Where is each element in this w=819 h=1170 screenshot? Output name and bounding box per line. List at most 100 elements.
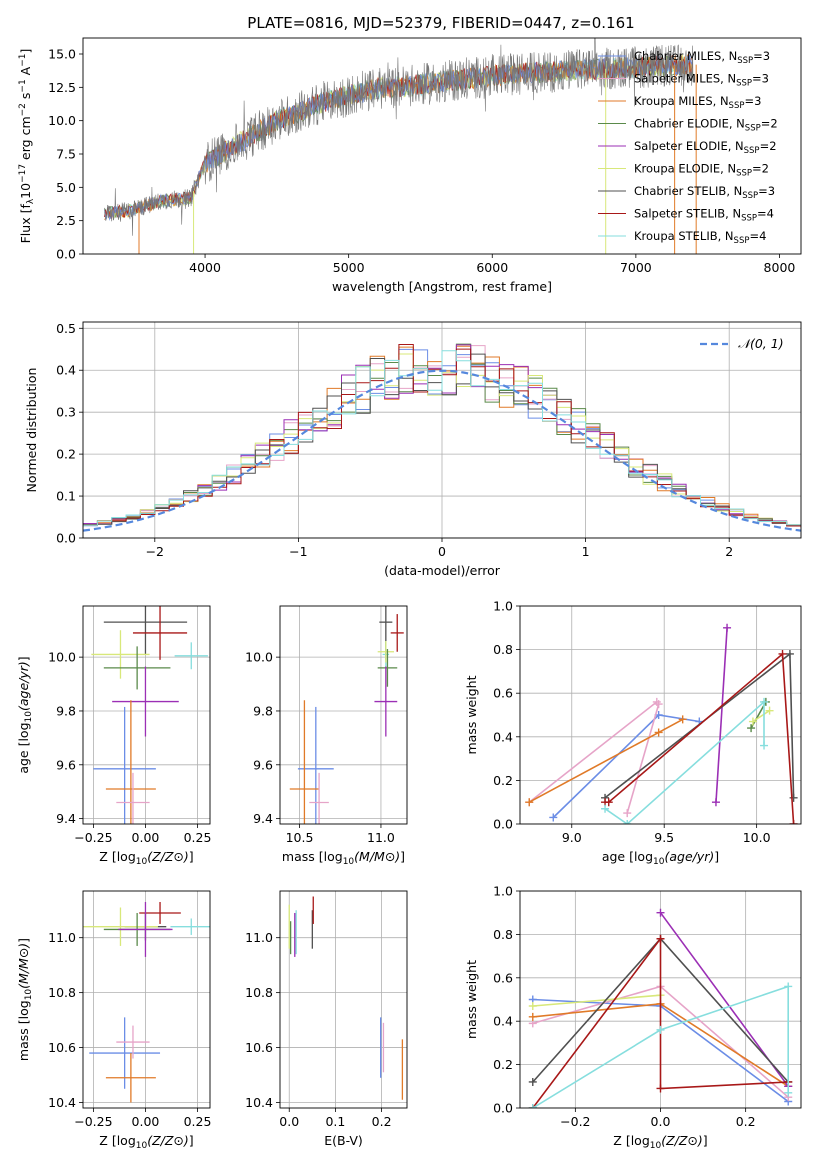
legend-text: =2 — [752, 162, 769, 176]
legend-sub: SSP — [729, 101, 745, 111]
y-tick-label: 5.0 — [56, 180, 76, 195]
label-part: (age/yr) — [664, 849, 714, 864]
y-tick-label: 0.3 — [56, 405, 76, 420]
label-part: ] — [16, 938, 31, 943]
y-tick-label: 0.0 — [56, 247, 76, 262]
label-sub: 10 — [24, 989, 34, 1001]
grid — [520, 606, 801, 824]
y-tick-label: 1.0 — [493, 599, 513, 614]
label-part: ] — [400, 849, 405, 864]
x-tick-label: 0.25 — [184, 830, 212, 845]
x-tick-label: 0.1 — [325, 1114, 345, 1129]
x-tick-label: 11.0 — [367, 830, 395, 845]
y-tick-label: 11.0 — [245, 930, 273, 945]
y-tick-label: 9.4 — [56, 811, 76, 826]
y-tick-label: 0.8 — [493, 927, 513, 942]
data-layer — [104, 38, 697, 254]
legend-text: Kroupa ELODIE, N — [634, 162, 736, 176]
y-tick-label: 0.1 — [56, 489, 76, 504]
y-axis-label: Normed distribution — [24, 368, 39, 493]
figure-title: PLATE=0816, MJD=52379, FIBERID=0447, z=0… — [247, 14, 634, 32]
legend-text: Salpeter MILES, N — [634, 72, 736, 86]
label-part: s — [18, 93, 33, 104]
x-tick-label: 4000 — [189, 260, 221, 275]
grid — [280, 891, 407, 1108]
y-tick-label: 0.4 — [493, 729, 513, 744]
y-tick-label: 10.0 — [48, 113, 76, 128]
label-part: (M/M⊙) — [16, 943, 31, 989]
weight-line — [528, 701, 658, 803]
legend-sub: SSP — [744, 146, 760, 156]
weight-marker — [785, 649, 794, 658]
panel-spectrum: 4000 5000 6000 7000 8000 0.0 2.5 5.0 7.5 10.0 12.5… — [18, 37, 802, 294]
y-tick-label: 7.5 — [56, 147, 76, 162]
data-layer — [528, 908, 793, 1108]
weight-marker — [604, 798, 613, 807]
x-tick-label: 2 — [725, 544, 733, 559]
weight-marker — [678, 715, 687, 724]
x-tick-label: 0.2 — [736, 1114, 756, 1129]
weight-line — [532, 994, 661, 1007]
legend-sub: SSP — [734, 236, 750, 246]
x-tick-label: 0.25 — [184, 1114, 212, 1129]
y-tick-label: 10.8 — [48, 985, 76, 1000]
weight-marker — [789, 793, 798, 802]
plot-area — [520, 606, 801, 824]
legend-entry: Salpeter STELIB, NSSP=4 — [634, 207, 774, 224]
x-tick-label: −0.25 — [74, 830, 112, 845]
data-layer — [289, 606, 404, 824]
x-tick-label: 0 — [438, 544, 446, 559]
weight-marker — [623, 820, 632, 824]
plot-area — [83, 891, 210, 1108]
weight-marker — [656, 908, 665, 917]
x-tick-label: 6000 — [476, 260, 508, 275]
weight-marker — [549, 813, 558, 822]
y-tick-label: 0.6 — [493, 686, 513, 701]
y-axis-label: mass [log10(M/M⊙)] — [16, 938, 34, 1061]
legend-text: Kroupa STELIB, N — [634, 229, 734, 243]
legend-text: Salpeter ELODIE, N — [634, 139, 744, 153]
weight-marker — [760, 741, 769, 750]
y-tick-label: 0.0 — [493, 817, 513, 832]
legend-entry: Kroupa MILES, NSSP=3 — [634, 94, 761, 111]
legend-entry: 𝒩(0, 1) — [738, 336, 784, 351]
legend-text: Salpeter STELIB, N — [634, 207, 741, 221]
axes-frame — [82, 605, 211, 825]
y-tick-label: 0.0 — [493, 1101, 513, 1116]
weight-marker — [528, 1104, 537, 1108]
label-part: mass [log — [16, 1000, 31, 1061]
plot-area — [83, 606, 210, 824]
panel-age_vs_Z: −0.25 0.00 0.259.49.69.810.0Z [log10(Z/Z⊙)… — [16, 605, 212, 867]
x-tick-label: 0.2 — [372, 1114, 392, 1129]
label-part: ] — [703, 1133, 708, 1148]
x-tick-label: 0.0 — [651, 1114, 671, 1129]
y-tick-label: 0.5 — [56, 321, 76, 336]
y-tick-label: 0.4 — [56, 363, 76, 378]
weight-marker — [747, 724, 756, 733]
data-layer — [83, 901, 210, 1103]
y-tick-label: 10.6 — [48, 1040, 76, 1055]
label-part: ] — [189, 1133, 194, 1148]
weight-marker — [525, 798, 534, 807]
x-tick-label: −1 — [289, 544, 307, 559]
x-tick-label: 1 — [582, 544, 590, 559]
x-tick-label: 8000 — [764, 260, 796, 275]
legend-sub: SSP — [745, 124, 761, 134]
label-part: ] — [714, 849, 719, 864]
weight-line — [604, 700, 765, 824]
weight-marker — [528, 1002, 537, 1011]
x-tick-label: 10.0 — [743, 830, 771, 845]
data-layer — [83, 343, 801, 532]
y-tick-label: 0.2 — [493, 773, 513, 788]
weight-line — [752, 709, 771, 723]
x-axis-label: wavelength [Angstrom, rest frame] — [332, 279, 552, 294]
x-tick-label: −2 — [146, 544, 164, 559]
x-axis-label: Z [log10(Z/Z⊙)] — [99, 1133, 193, 1151]
panel-mass_vs_ebv: 0.0 0.1 0.2 10.4 10.6 10.8 11.0 E(B-V) — [245, 890, 408, 1148]
y-tick-label: 0.2 — [56, 447, 76, 462]
legend-text: Chabrier STELIB, N — [634, 184, 742, 198]
legend-text: =3 — [753, 49, 770, 63]
weight-marker — [765, 706, 774, 715]
y-tick-label: 10.8 — [245, 985, 273, 1000]
